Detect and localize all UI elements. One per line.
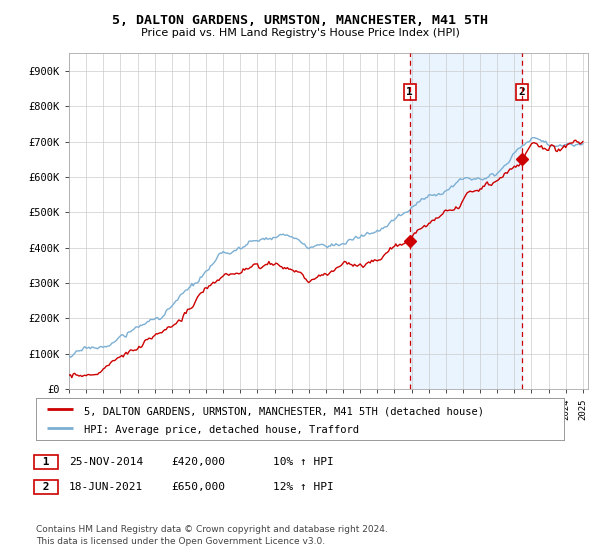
Text: 12% ↑ HPI: 12% ↑ HPI [273, 482, 334, 492]
Text: 2: 2 [519, 87, 526, 97]
Text: 5, DALTON GARDENS, URMSTON, MANCHESTER, M41 5TH: 5, DALTON GARDENS, URMSTON, MANCHESTER, … [112, 14, 488, 27]
Text: HPI: Average price, detached house, Trafford: HPI: Average price, detached house, Traf… [83, 424, 359, 435]
Text: 1: 1 [36, 457, 56, 467]
Text: £650,000: £650,000 [171, 482, 225, 492]
Text: 10% ↑ HPI: 10% ↑ HPI [273, 457, 334, 467]
Bar [410, 53, 522, 389]
Text: 2: 2 [36, 482, 56, 492]
Text: 5, DALTON GARDENS, URMSTON, MANCHESTER, M41 5TH (detached house): 5, DALTON GARDENS, URMSTON, MANCHESTER, … [83, 406, 484, 416]
Text: 25-NOV-2014: 25-NOV-2014 [69, 457, 143, 467]
Text: 18-JUN-2021: 18-JUN-2021 [69, 482, 143, 492]
Text: Price paid vs. HM Land Registry's House Price Index (HPI): Price paid vs. HM Land Registry's House … [140, 28, 460, 38]
Text: £420,000: £420,000 [171, 457, 225, 467]
Text: Contains HM Land Registry data © Crown copyright and database right 2024.
This d: Contains HM Land Registry data © Crown c… [36, 525, 388, 546]
Text: 1: 1 [406, 87, 413, 97]
